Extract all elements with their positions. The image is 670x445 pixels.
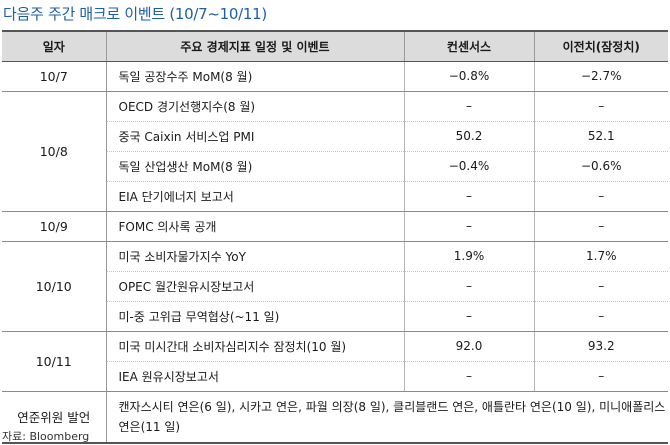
previous-cell: 52.1: [533, 121, 668, 152]
consensus-cell: –: [403, 271, 534, 302]
consensus-cell: –: [403, 181, 534, 212]
previous-cell: –: [533, 301, 668, 332]
consensus-cell: 92.0: [403, 331, 534, 362]
page-title: 다음주 주간 매크로 이벤트 (10/7~10/11): [3, 5, 267, 23]
table-row: OPEC 월간원유시장보고서 – –: [2, 271, 668, 302]
event-cell: OECD 경기선행지수(8 월): [106, 91, 404, 122]
table-row: IEA 원유시장보고서 – –: [2, 361, 668, 392]
fed-speakers-row: 연준위원 발언 캔자스시티 연은(6 일), 시카고 연은, 파월 의장(8 일)…: [2, 391, 668, 444]
consensus-cell: –: [403, 361, 534, 392]
event-cell: 독일 산업생산 MoM(8 월): [106, 151, 404, 182]
event-cell: OPEC 월간원유시장보고서: [106, 271, 404, 302]
consensus-cell: 50.2: [403, 121, 534, 152]
header-event: 주요 경제지표 일정 및 이벤트: [105, 30, 404, 62]
previous-cell: –: [533, 91, 668, 122]
date-cell: 10/10: [2, 241, 107, 332]
previous-cell: 1.7%: [533, 241, 668, 272]
table-row: 10/10 미국 소비자물가지수 YoY 1.9% 1.7%: [2, 241, 668, 332]
event-cell: 미국 미시간대 소비자심리지수 잠정치(10 월): [106, 331, 404, 362]
consensus-cell: –: [403, 301, 534, 332]
event-cell: 미-중 고위급 무역협상(~11 일): [106, 301, 404, 332]
event-cell: FOMC 의사록 공개: [106, 211, 404, 242]
header-date: 일자: [2, 30, 106, 62]
table-row: 미-중 고위급 무역협상(~11 일) – –: [2, 301, 668, 332]
table-body: 10/7 독일 공장수주 MoM(8 월) −0.8% −2.7% 10/8 OECD 경…: [2, 61, 668, 444]
previous-cell: –: [533, 211, 668, 242]
date-cell: 10/8: [2, 91, 107, 212]
header-consensus: 컨센서스: [403, 30, 534, 62]
source-note: 자료: Bloomberg: [2, 430, 90, 443]
table-row: 10/7 독일 공장수주 MoM(8 월) −0.8% −2.7%: [2, 61, 668, 92]
event-cell: EIA 단기에너지 보고서: [106, 181, 404, 212]
date-cell: 10/7: [2, 61, 107, 92]
table-row: 10/8 OECD 경기선행지수(8 월) – –: [2, 91, 668, 212]
consensus-cell: 1.9%: [403, 241, 534, 272]
consensus-cell: −0.4%: [403, 151, 534, 182]
previous-cell: –: [533, 361, 668, 392]
previous-cell: −0.6%: [533, 151, 668, 182]
header-previous: 이전치(잠정치): [533, 30, 668, 62]
previous-cell: –: [533, 271, 668, 302]
table-row: 독일 산업생산 MoM(8 월) −0.4% −0.6%: [2, 151, 668, 182]
event-cell: 독일 공장수주 MoM(8 월): [106, 61, 404, 92]
fed-speakers-text: 캔자스시티 연은(6 일), 시카고 연은, 파월 의장(8 일), 클리블랜드…: [106, 391, 668, 444]
previous-cell: –: [533, 181, 668, 212]
previous-cell: −2.7%: [533, 61, 668, 92]
table-row: 10/9 FOMC 의사록 공개 – –: [2, 211, 668, 242]
table-row: 중국 Caixin 서비스업 PMI 50.2 52.1: [2, 121, 668, 152]
table-row: 10/11 미국 미시간대 소비자심리지수 잠정치(10 월) 92.0 93.2: [2, 331, 668, 392]
consensus-cell: –: [403, 211, 534, 242]
fed-speakers-label: 연준위원 발언: [2, 391, 107, 444]
date-cell: 10/11: [2, 331, 107, 392]
event-cell: IEA 원유시장보고서: [106, 361, 404, 392]
macro-events-table: 일자 주요 경제지표 일정 및 이벤트 컨센서스 이전치(잠정치) 10/7 독일…: [2, 30, 668, 444]
date-cell: 10/9: [2, 211, 107, 242]
previous-cell: 93.2: [533, 331, 668, 362]
table-row: EIA 단기에너지 보고서 – –: [2, 181, 668, 212]
consensus-cell: −0.8%: [403, 61, 534, 92]
table-header: 일자 주요 경제지표 일정 및 이벤트 컨센서스 이전치(잠정치): [2, 30, 668, 62]
consensus-cell: –: [403, 91, 534, 122]
event-cell: 미국 소비자물가지수 YoY: [106, 241, 404, 272]
event-cell: 중국 Caixin 서비스업 PMI: [106, 121, 404, 152]
